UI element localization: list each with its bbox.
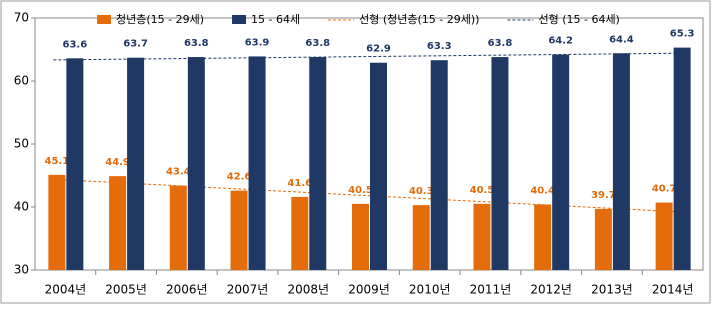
value-label: 39.7 bbox=[591, 190, 616, 201]
value-label: 65.3 bbox=[670, 29, 695, 40]
value-label: 43.4 bbox=[166, 167, 191, 178]
bar bbox=[673, 47, 691, 270]
bar bbox=[352, 203, 369, 270]
value-label: 62.9 bbox=[366, 44, 391, 55]
y-tick-label: 70 bbox=[14, 11, 29, 25]
bar bbox=[187, 57, 205, 271]
legend-label: 청년층(15 - 29세) bbox=[116, 13, 204, 26]
bar bbox=[412, 205, 430, 270]
legend-swatch bbox=[232, 15, 247, 24]
bar bbox=[169, 185, 187, 270]
value-label: 63.6 bbox=[63, 39, 88, 50]
value-label: 64.2 bbox=[548, 36, 573, 47]
value-label: 44.9 bbox=[105, 157, 130, 168]
bar bbox=[370, 62, 387, 271]
value-label: 40.4 bbox=[530, 185, 555, 196]
bar bbox=[430, 60, 448, 271]
bar bbox=[594, 208, 612, 270]
value-label: 40.7 bbox=[652, 184, 677, 195]
x-tick-label: 2012년 bbox=[530, 283, 572, 297]
bar bbox=[534, 204, 552, 270]
y-tick-label: 50 bbox=[14, 137, 29, 151]
bar bbox=[473, 203, 491, 270]
value-label: 40.5 bbox=[348, 185, 373, 196]
x-tick-label: 2014년 bbox=[652, 283, 694, 297]
bar bbox=[48, 174, 66, 270]
trendline bbox=[53, 178, 685, 213]
bar bbox=[109, 176, 127, 270]
legend-swatch bbox=[97, 15, 111, 24]
bar bbox=[612, 53, 630, 270]
y-tick-label: 30 bbox=[14, 263, 29, 277]
value-label: 63.8 bbox=[184, 38, 209, 49]
y-tick-label: 60 bbox=[14, 74, 29, 88]
value-label: 63.7 bbox=[123, 39, 148, 50]
legend-label: 선형 (청년층(15 - 29세)) bbox=[359, 13, 479, 26]
value-label: 63.8 bbox=[488, 38, 513, 49]
bar bbox=[552, 54, 570, 270]
value-label: 40.5 bbox=[470, 185, 495, 196]
bar bbox=[248, 56, 266, 271]
x-tick-label: 2011년 bbox=[470, 283, 512, 297]
legend-label: 선형 (15 - 64세) bbox=[538, 13, 619, 26]
value-label: 42.6 bbox=[227, 172, 252, 183]
trendline bbox=[53, 52, 685, 61]
x-tick-label: 2013년 bbox=[591, 283, 633, 297]
bar bbox=[309, 57, 327, 271]
value-label: 45.1 bbox=[45, 156, 70, 167]
bar bbox=[127, 57, 145, 270]
value-label: 64.4 bbox=[609, 34, 634, 45]
x-tick-label: 2005년 bbox=[105, 283, 147, 297]
x-tick-label: 2007년 bbox=[227, 283, 269, 297]
x-tick-label: 2010년 bbox=[409, 283, 451, 297]
bar bbox=[66, 58, 84, 270]
bar bbox=[230, 190, 248, 270]
x-tick-label: 2008년 bbox=[287, 283, 329, 297]
value-label: 63.9 bbox=[245, 37, 270, 48]
x-tick-label: 2009년 bbox=[348, 283, 390, 297]
value-label: 41.6 bbox=[287, 178, 312, 189]
x-tick-label: 2004년 bbox=[45, 283, 87, 297]
bar bbox=[491, 57, 509, 271]
value-label: 40.3 bbox=[409, 186, 434, 197]
value-label: 63.8 bbox=[305, 38, 330, 49]
bar bbox=[655, 202, 673, 270]
y-tick-label: 40 bbox=[14, 200, 29, 214]
x-tick-label: 2006년 bbox=[166, 283, 208, 297]
value-label: 63.3 bbox=[427, 41, 452, 52]
bar bbox=[291, 196, 309, 270]
legend-label: 15 - 64세 bbox=[251, 13, 300, 26]
